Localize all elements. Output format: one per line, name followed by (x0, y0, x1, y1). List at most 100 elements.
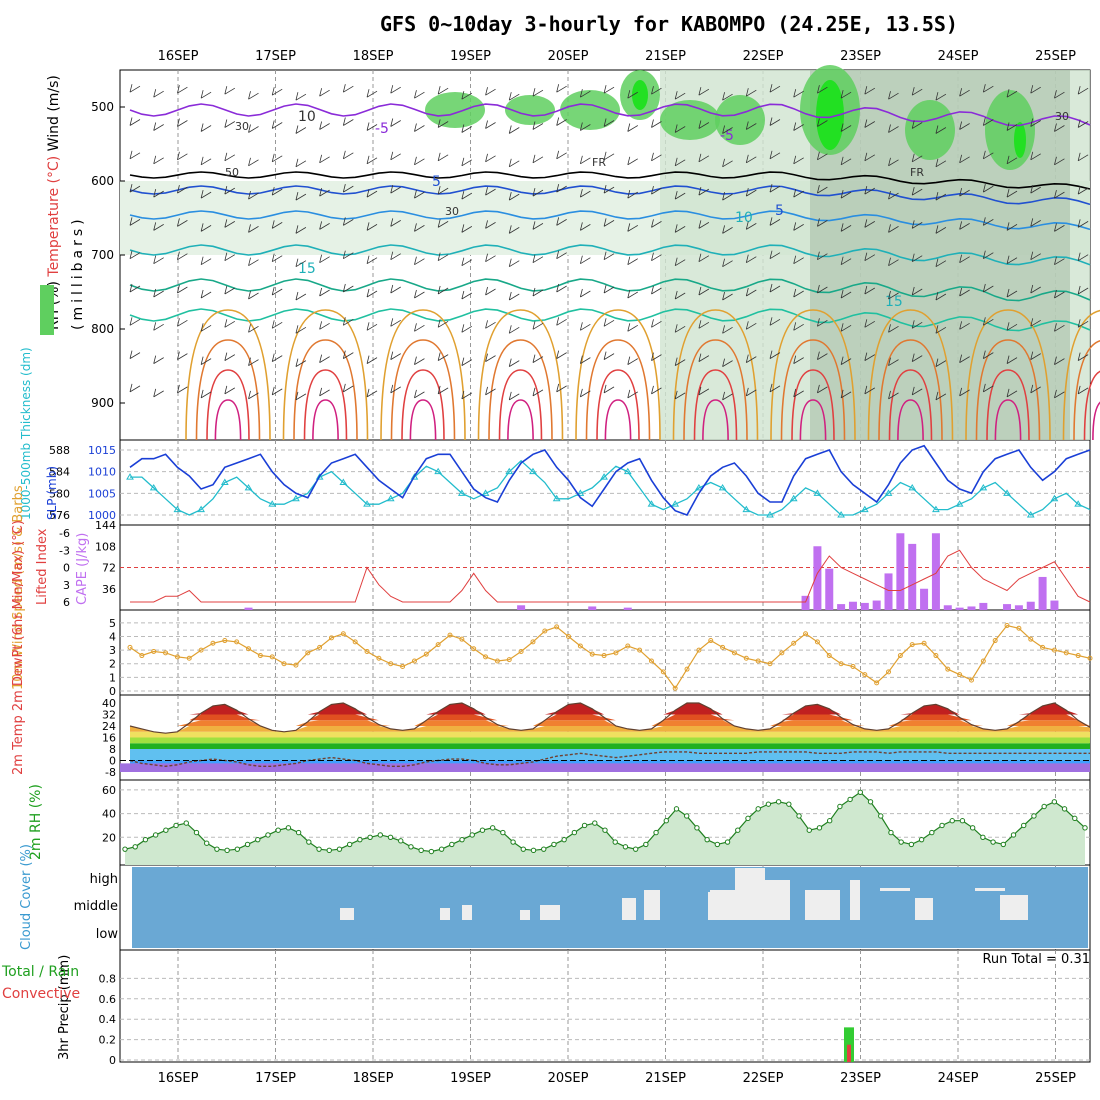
wind-barb (769, 317, 781, 326)
cape-tick: 36 (102, 583, 116, 596)
wind-barb (888, 224, 899, 233)
wind-barb (769, 250, 781, 260)
wind-speed-point (459, 636, 465, 642)
wind-barb (698, 353, 710, 362)
temp-contour-10 (129, 210, 1091, 231)
wind-barb (129, 217, 141, 226)
wind-barb (603, 185, 615, 194)
bl-arch (878, 339, 943, 441)
wind-barb (627, 190, 638, 199)
wind-barb (1077, 352, 1089, 361)
wind-barb (556, 150, 567, 160)
wind-speed-point (648, 658, 654, 664)
wind-barb (793, 222, 804, 231)
wind-barb (1030, 318, 1041, 327)
top-day-label: 22SEP (743, 49, 784, 64)
wind-label-group: 10m Wind Speed (m/s) & Barbs (11, 485, 26, 690)
wind-speed-point (376, 655, 382, 661)
wind-barb (248, 357, 259, 366)
precip-convective-bar (847, 1044, 851, 1062)
thickness-point (149, 483, 158, 491)
rh-point (1010, 832, 1017, 838)
wind-speed-point (530, 639, 536, 645)
temp-band (130, 720, 1090, 726)
top-day-label: 23SEP (840, 49, 881, 64)
wind-barb (1077, 186, 1089, 195)
top-day-label: 21SEP (645, 49, 686, 64)
thickness-point (1003, 489, 1011, 496)
wind-barb (461, 157, 473, 167)
wind-barb (532, 287, 544, 297)
wind-barb (722, 325, 733, 334)
wind-barb (1006, 288, 1018, 298)
bl-arch (683, 339, 748, 441)
wind-barb (556, 317, 567, 326)
cape-bar (623, 607, 632, 610)
wind-barb (342, 184, 354, 193)
wind-barb (745, 88, 757, 97)
bl-arch (585, 339, 651, 441)
wind-barb (271, 320, 283, 329)
wind-speed-point (127, 644, 133, 650)
wind-barb (1054, 256, 1065, 266)
wind-barb (627, 389, 638, 399)
cape-label: CAPE (J/kg) (75, 533, 90, 605)
wind-barb (153, 255, 164, 265)
bl-arch (195, 339, 261, 441)
wind-barb (414, 323, 425, 332)
pressure-tick: 900 (91, 396, 114, 410)
wind-barb (271, 253, 283, 263)
contour-label: 5 (775, 203, 784, 219)
wind-barb (627, 356, 638, 365)
bottom-day-label: 19SEP (450, 1071, 491, 1086)
wind-barb (177, 218, 188, 227)
wind-barb (224, 285, 236, 295)
bl-arch (897, 399, 924, 441)
cloud-block (760, 880, 790, 920)
wind-barb (911, 286, 923, 296)
rh-point (704, 836, 710, 843)
contour-label: -5 (720, 128, 734, 144)
wind-speed-point (186, 655, 192, 661)
contour-label: 30 (235, 120, 249, 133)
pressure-tick: 800 (91, 322, 114, 336)
wind-barb (248, 124, 259, 133)
wind-speed-point (660, 669, 666, 675)
wind-speed-point (897, 653, 903, 659)
contour-label: 15 (885, 294, 903, 310)
wind-barb (366, 288, 378, 298)
wind-speed-point (364, 648, 370, 654)
wind-speed-point (198, 647, 204, 653)
wind-speed-point (293, 662, 299, 668)
wind-barb (532, 121, 544, 130)
wind-barb (627, 156, 638, 166)
wind-barb (485, 87, 496, 96)
wind-barb (508, 125, 520, 134)
cloud-block (1000, 895, 1028, 920)
wind-barb (627, 256, 638, 266)
temp-tick: 32 (102, 709, 116, 722)
wind-barb (200, 289, 212, 299)
wind-barb (390, 218, 401, 227)
cloud-layer-label: low (96, 927, 119, 942)
cape-label-group: CAPE (J/kg) (75, 533, 90, 605)
thickness-point (647, 500, 656, 507)
bl-arch (975, 339, 1041, 441)
wind-barb (508, 92, 520, 101)
rh-core-blob (1014, 122, 1026, 158)
wind-barb (935, 225, 947, 234)
rh-label-group: 2m RH (%) (28, 784, 44, 860)
wind-barb (864, 285, 876, 295)
cloud-layer-label: middle (74, 899, 118, 914)
wind-barb (603, 384, 615, 394)
wind-tick: 4 (109, 630, 116, 643)
wind-barb (224, 252, 236, 262)
rh-blob (985, 90, 1035, 170)
wind-barb (485, 187, 496, 196)
bl-arch (575, 309, 661, 441)
slp-right-group: SLP (mb) (45, 466, 59, 520)
thickness-point (813, 489, 822, 496)
temp-tick: 40 (102, 697, 116, 710)
thickness-tick: 576 (49, 509, 70, 522)
wind-barb (508, 291, 520, 301)
